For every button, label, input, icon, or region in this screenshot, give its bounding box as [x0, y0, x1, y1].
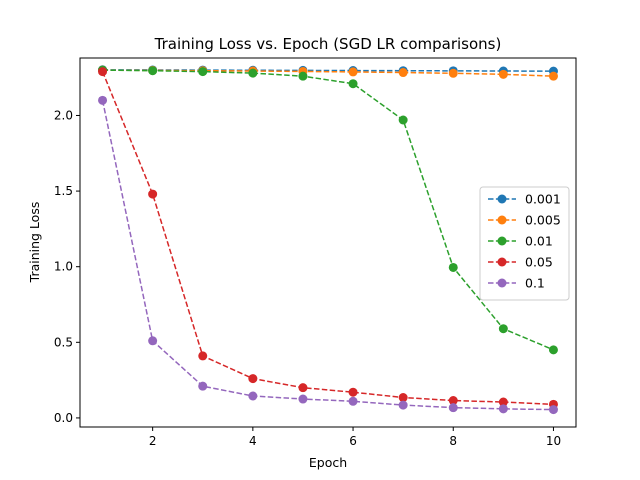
legend-box [479, 186, 570, 301]
data-point [298, 71, 308, 81]
data-point [398, 68, 408, 78]
data-point [348, 396, 358, 406]
data-point [198, 351, 208, 361]
data-point [298, 394, 308, 404]
legend-entry: 0.001 [488, 192, 561, 207]
data-point [348, 67, 358, 77]
data-point [148, 66, 158, 76]
data-point [248, 374, 258, 384]
data-point [248, 391, 258, 401]
data-point [198, 67, 208, 77]
data-point [148, 189, 158, 199]
series-line [101, 100, 554, 411]
data-point [398, 400, 408, 410]
data-point [98, 67, 108, 77]
data-point [498, 324, 508, 334]
data-point [348, 79, 358, 89]
data-point [398, 393, 408, 403]
x-tick-label: 6 [349, 434, 357, 448]
y-tick-label: 1.5 [54, 184, 73, 198]
series-line [102, 69, 554, 351]
legend-label: 0.1 [525, 276, 545, 291]
legend: 0.001 0.005 0.01 0.05 0.1 [479, 186, 570, 301]
data-point [248, 68, 258, 78]
y-tick-label: 2.0 [54, 108, 73, 122]
plot-area [98, 65, 558, 415]
data-point [98, 95, 108, 105]
series-line [101, 71, 554, 406]
legend-label: 0.005 [525, 213, 561, 228]
legend-label: 0.01 [525, 234, 553, 249]
legend-marker [497, 194, 507, 204]
data-point [448, 262, 458, 272]
data-point [198, 381, 208, 391]
x-tick-label: 4 [249, 434, 257, 448]
legend-marker [497, 215, 507, 225]
legend-marker [497, 278, 507, 288]
x-tick-label: 8 [449, 434, 457, 448]
data-point [348, 387, 358, 397]
data-point [298, 383, 308, 393]
data-point [548, 405, 558, 415]
data-point [448, 396, 458, 406]
data-point [148, 336, 158, 346]
legend-entry: 0.01 [488, 234, 553, 249]
data-point [498, 397, 508, 407]
y-tick-label: 0.0 [54, 411, 73, 425]
data-point [548, 71, 558, 81]
legend-entry: 0.005 [488, 213, 561, 228]
x-axis-label: Epoch [309, 455, 347, 470]
data-point [548, 345, 558, 355]
data-point [498, 404, 508, 414]
data-point [498, 69, 508, 79]
legend-marker [497, 257, 507, 267]
y-tick-label: 1.0 [54, 260, 73, 274]
axes-frame [79, 57, 577, 428]
legend-label: 0.001 [525, 192, 561, 207]
legend-label: 0.05 [525, 255, 553, 270]
x-tick-label: 10 [546, 434, 561, 448]
legend-entry: 0.1 [488, 276, 545, 291]
data-point [398, 115, 408, 125]
data-point [448, 68, 458, 78]
axis-ticks: 2 4 6 8 10 0.0 0.5 1.0 1.5 2.0 [54, 108, 561, 448]
data-point [448, 403, 458, 413]
chart-title: Training Loss vs. Epoch (SGD LR comparis… [154, 35, 502, 53]
legend-marker [497, 236, 507, 246]
legend-entry: 0.05 [488, 255, 553, 270]
y-tick-label: 0.5 [54, 335, 73, 349]
series-0.1 [98, 95, 558, 415]
x-tick-label: 2 [149, 434, 157, 448]
y-axis-label: Training Loss [27, 202, 42, 284]
